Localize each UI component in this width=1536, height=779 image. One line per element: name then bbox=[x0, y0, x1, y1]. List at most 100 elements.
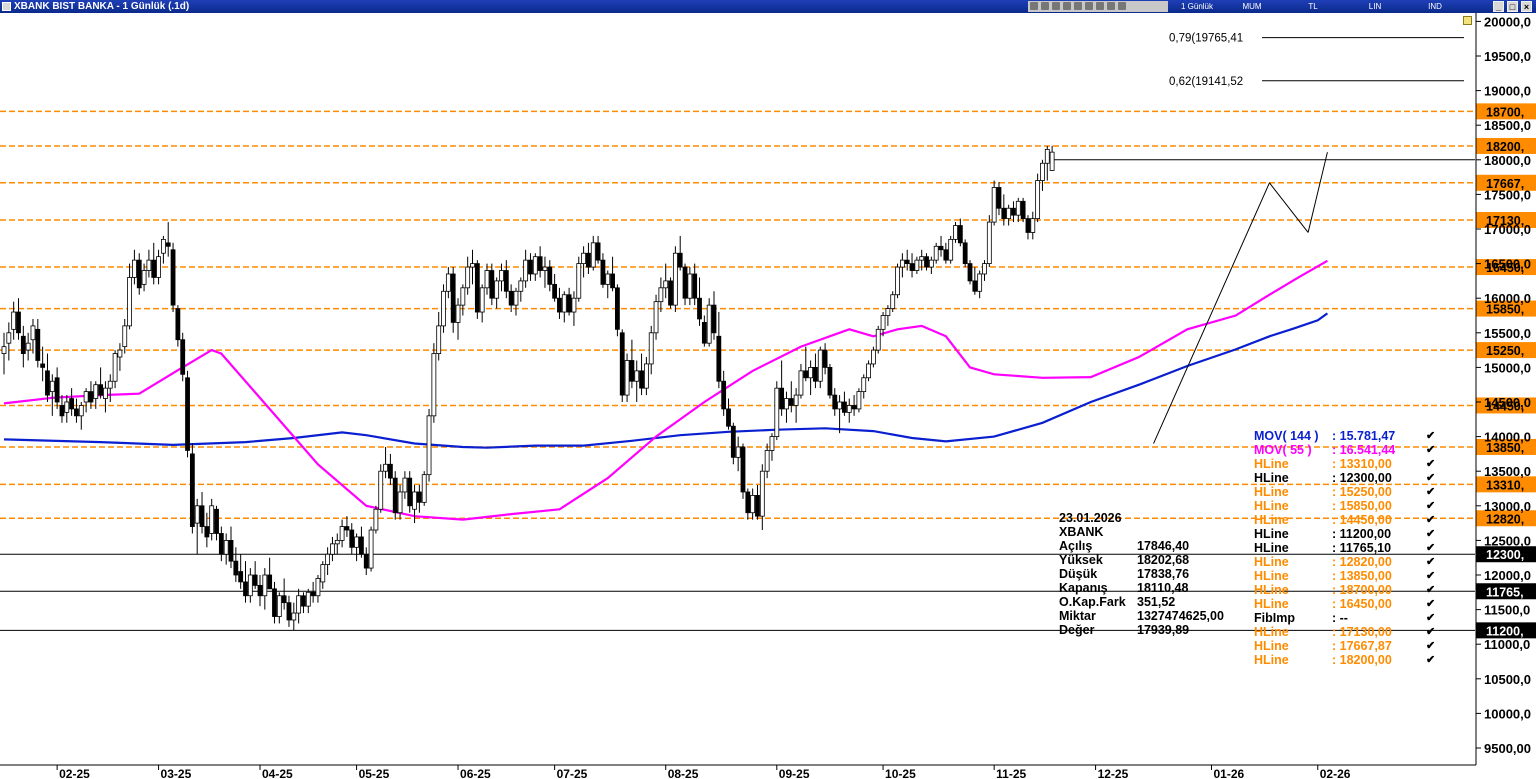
candle-body bbox=[986, 221, 992, 265]
x-tick-label: 01-26 bbox=[1214, 767, 1245, 779]
visibility-check-icon[interactable]: ✔ bbox=[1426, 542, 1436, 554]
period-selector[interactable]: 1 Günlük bbox=[1180, 2, 1214, 11]
candle-body bbox=[344, 526, 350, 531]
candle-body bbox=[103, 387, 108, 399]
candle-body bbox=[750, 495, 756, 514]
draw-icon[interactable] bbox=[1041, 2, 1049, 10]
hline-tag bbox=[1476, 510, 1536, 527]
candle-body bbox=[132, 259, 137, 278]
y-tick-label: 12000,0 bbox=[1484, 568, 1531, 583]
left-icon[interactable] bbox=[1096, 2, 1104, 10]
chart-tool-icons[interactable] bbox=[1028, 1, 1168, 12]
right-icon[interactable] bbox=[1107, 2, 1115, 10]
candle-body bbox=[701, 322, 707, 344]
arrow-icon[interactable] bbox=[1085, 2, 1093, 10]
x-tick-label: 05-25 bbox=[359, 767, 390, 779]
candle-body bbox=[919, 256, 925, 261]
x-tick-label: 02-26 bbox=[1320, 767, 1351, 779]
legend-value: : -- bbox=[1332, 611, 1348, 625]
candle-body bbox=[378, 470, 384, 510]
visibility-check-icon[interactable]: ✔ bbox=[1426, 570, 1436, 582]
panel-lock-icon[interactable] bbox=[1463, 16, 1472, 25]
settings-icon[interactable] bbox=[1118, 2, 1126, 10]
candle-body bbox=[49, 380, 55, 393]
candle-body bbox=[136, 259, 142, 289]
candle-body bbox=[875, 328, 881, 351]
visibility-check-icon[interactable]: ✔ bbox=[1426, 612, 1436, 624]
candle-body bbox=[69, 398, 75, 410]
visibility-check-icon[interactable]: ✔ bbox=[1426, 556, 1436, 568]
candle-body bbox=[455, 304, 461, 323]
price-chart[interactable]: 18700, 18200, 17667, 17130, 16450, 15850, 1525… bbox=[0, 13, 1536, 779]
hline-tag-label: 11765, bbox=[1486, 585, 1524, 599]
pen-icon[interactable] bbox=[1074, 2, 1082, 10]
hline-tag-label: 18200, bbox=[1486, 140, 1524, 154]
candle-body bbox=[1, 346, 7, 354]
currency-selector[interactable]: TL bbox=[1308, 2, 1318, 11]
candle-body bbox=[474, 263, 480, 313]
hline-tag bbox=[1476, 438, 1536, 455]
candle-body bbox=[813, 366, 818, 382]
hline-tag bbox=[1476, 212, 1536, 229]
scale-selector[interactable]: LIN bbox=[1368, 2, 1382, 11]
candle-body bbox=[286, 602, 292, 621]
candle-body bbox=[402, 477, 408, 493]
info-label: Yüksek bbox=[1059, 553, 1103, 567]
visibility-check-icon[interactable]: ✔ bbox=[1426, 458, 1436, 470]
legend-value: : 16450,00 bbox=[1332, 597, 1392, 611]
candle-body bbox=[204, 526, 210, 538]
candle-body bbox=[798, 370, 804, 396]
visibility-check-icon[interactable]: ✔ bbox=[1426, 500, 1436, 512]
visibility-check-icon[interactable]: ✔ bbox=[1426, 598, 1436, 610]
candle-body bbox=[170, 249, 176, 306]
visibility-check-icon[interactable]: ✔ bbox=[1426, 528, 1436, 540]
legend-value: : 12300,00 bbox=[1332, 471, 1392, 485]
candle-body bbox=[793, 394, 799, 406]
candle-body bbox=[972, 280, 978, 292]
zoom-icon[interactable] bbox=[1030, 2, 1038, 10]
visibility-check-icon[interactable]: ✔ bbox=[1426, 444, 1436, 456]
visibility-check-icon[interactable]: ✔ bbox=[1426, 430, 1436, 442]
candle-body bbox=[363, 553, 369, 569]
visibility-check-icon[interactable]: ✔ bbox=[1426, 626, 1436, 638]
candle-body bbox=[842, 401, 847, 413]
legend-name: HLine bbox=[1254, 569, 1289, 583]
visibility-check-icon[interactable]: ✔ bbox=[1426, 654, 1436, 666]
minimize-button[interactable]: _ bbox=[1493, 1, 1504, 12]
candle-body bbox=[479, 287, 485, 313]
candle-body bbox=[880, 315, 886, 330]
pan-icon[interactable] bbox=[1063, 2, 1071, 10]
visibility-check-icon[interactable]: ✔ bbox=[1426, 486, 1436, 498]
info-label: O.Kap.Fark bbox=[1059, 595, 1126, 609]
visibility-check-icon[interactable]: ✔ bbox=[1426, 584, 1436, 596]
x-tick-label: 11-25 bbox=[996, 767, 1026, 779]
indicator-selector[interactable]: IND bbox=[1428, 2, 1442, 11]
hline-tag bbox=[1476, 137, 1536, 154]
fib-label: 0,62(19141,52 bbox=[1169, 76, 1243, 88]
hline-tag bbox=[1476, 300, 1536, 317]
legend-name: HLine bbox=[1254, 471, 1289, 485]
candle-body bbox=[730, 425, 736, 458]
close-button[interactable]: × bbox=[1521, 1, 1532, 12]
grid-icon[interactable] bbox=[1052, 2, 1060, 10]
fib-levels: 0,79(19765,41 0,62(19141,52 bbox=[1169, 33, 1464, 88]
trend-lines bbox=[1153, 152, 1328, 444]
candle-body bbox=[943, 249, 949, 261]
y-tick-label: 11000,0 bbox=[1484, 637, 1530, 652]
visibility-check-icon[interactable]: ✔ bbox=[1426, 640, 1436, 652]
legend-name: HLine bbox=[1254, 541, 1289, 555]
candle-body bbox=[54, 377, 60, 403]
legend-value: : 18200,00 bbox=[1332, 653, 1392, 667]
candle-body bbox=[1049, 151, 1055, 171]
candle-body bbox=[904, 259, 910, 264]
candle-body bbox=[1006, 207, 1012, 220]
candle-body bbox=[933, 245, 939, 261]
candle-body bbox=[755, 495, 760, 517]
maximize-button[interactable]: □ bbox=[1507, 1, 1518, 12]
visibility-check-icon[interactable]: ✔ bbox=[1426, 472, 1436, 484]
chart-type-selector[interactable]: MUM bbox=[1242, 2, 1262, 11]
info-value: 17939,89 bbox=[1137, 623, 1190, 637]
candle-body bbox=[851, 405, 857, 410]
visibility-check-icon[interactable]: ✔ bbox=[1426, 514, 1436, 526]
candle-body bbox=[658, 287, 664, 303]
